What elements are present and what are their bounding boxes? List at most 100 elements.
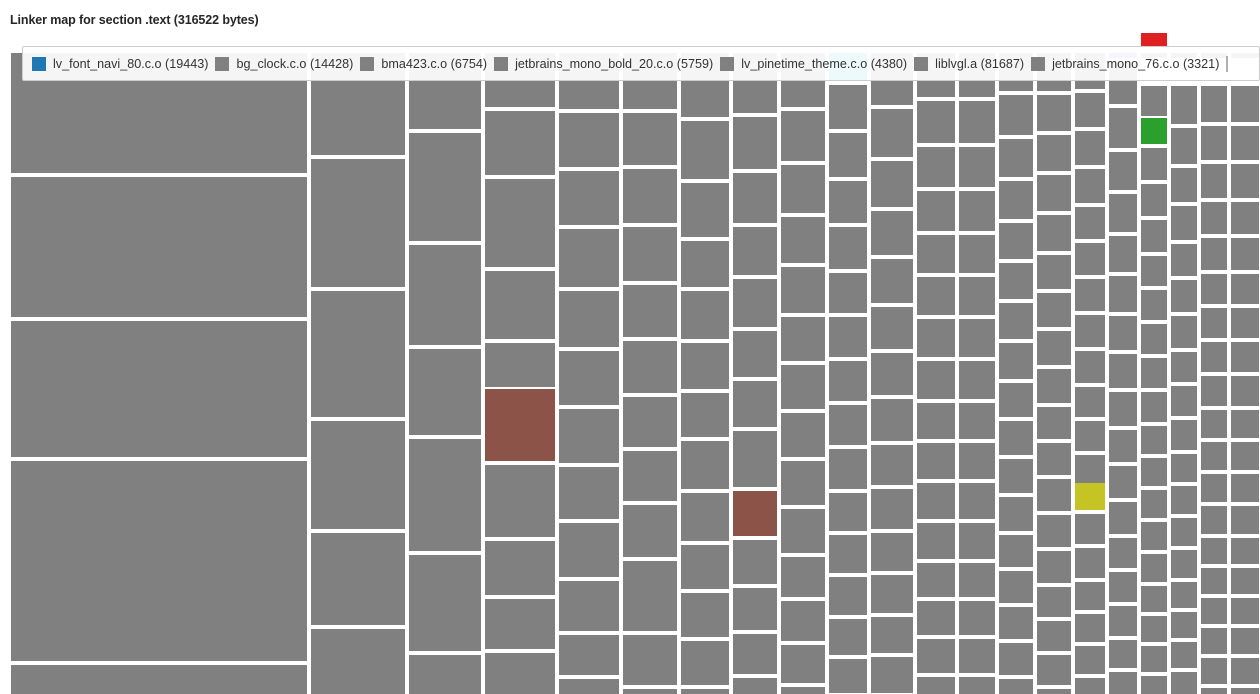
treemap-tile[interactable] (1201, 506, 1227, 534)
treemap-tile[interactable] (1171, 128, 1197, 164)
treemap-tile[interactable] (1171, 352, 1197, 382)
treemap-tile[interactable] (733, 634, 777, 674)
treemap-tile[interactable] (409, 555, 481, 651)
treemap-tile[interactable] (733, 173, 777, 223)
treemap-tile[interactable] (1037, 407, 1071, 439)
treemap-tile[interactable] (1075, 131, 1105, 165)
treemap-tile[interactable] (311, 159, 405, 287)
treemap-tile[interactable] (1141, 490, 1167, 518)
treemap-tile[interactable] (917, 403, 955, 439)
treemap-tile[interactable] (871, 161, 913, 207)
treemap-tile[interactable] (829, 133, 867, 177)
treemap-tile[interactable] (311, 421, 405, 529)
treemap-tile[interactable] (1037, 293, 1071, 327)
treemap-tile[interactable] (1231, 376, 1259, 406)
treemap-tile[interactable] (1075, 279, 1105, 311)
treemap-tile[interactable] (11, 461, 307, 661)
treemap-tile[interactable] (829, 449, 867, 489)
treemap-tile[interactable] (1141, 33, 1167, 47)
treemap-tile[interactable] (1141, 148, 1167, 180)
treemap-tile[interactable] (1231, 164, 1259, 198)
treemap-tile[interactable] (1141, 676, 1167, 694)
treemap-tile[interactable] (1109, 606, 1137, 636)
treemap-tile[interactable] (1141, 458, 1167, 486)
treemap-tile[interactable] (1075, 582, 1105, 610)
treemap-tile[interactable] (1231, 628, 1259, 654)
treemap-tile[interactable] (1075, 514, 1105, 544)
treemap-tile[interactable] (1201, 688, 1227, 694)
treemap-tile[interactable] (999, 679, 1033, 694)
treemap-tile[interactable] (1231, 506, 1259, 534)
treemap-tile[interactable] (959, 483, 995, 519)
treemap-tile[interactable] (871, 489, 913, 529)
treemap-tile[interactable] (1037, 215, 1071, 251)
treemap-tile[interactable] (623, 505, 677, 557)
treemap-tile[interactable] (917, 319, 955, 357)
treemap-tile[interactable] (781, 165, 825, 213)
treemap-tile[interactable] (1201, 274, 1227, 304)
treemap-tile[interactable] (681, 241, 729, 287)
treemap-tile[interactable] (1171, 280, 1197, 312)
treemap-tile[interactable] (1201, 164, 1227, 198)
treemap-tile[interactable] (999, 571, 1033, 603)
treemap-tile[interactable] (1171, 672, 1197, 694)
treemap-tile[interactable] (959, 361, 995, 399)
treemap-tile[interactable] (409, 349, 481, 435)
treemap-tile[interactable] (11, 177, 307, 317)
treemap-tile[interactable] (559, 467, 619, 519)
treemap-tile[interactable] (1109, 354, 1137, 388)
treemap-tile[interactable] (917, 639, 955, 673)
treemap-tile[interactable] (681, 291, 729, 339)
legend-item[interactable]: jetbrains_mono_76.c.o (3321) (1031, 56, 1219, 71)
treemap-tile[interactable] (871, 657, 913, 693)
treemap-tile[interactable] (1141, 256, 1167, 286)
treemap-tile[interactable] (1171, 454, 1197, 482)
treemap-tile[interactable] (623, 561, 677, 631)
treemap-tile[interactable] (1109, 108, 1137, 148)
treemap-tile[interactable] (1037, 689, 1071, 694)
treemap-tile[interactable] (1171, 550, 1197, 578)
treemap-tile[interactable] (917, 677, 955, 694)
treemap-tile[interactable] (1231, 342, 1259, 372)
treemap-tile[interactable] (681, 343, 729, 389)
treemap-tile[interactable] (1201, 568, 1227, 594)
treemap-tile[interactable] (1231, 308, 1259, 338)
treemap-tile[interactable] (999, 643, 1033, 675)
treemap-tile[interactable] (781, 217, 825, 263)
treemap-tile[interactable] (1171, 486, 1197, 514)
treemap-tile[interactable] (959, 319, 995, 357)
treemap-tile[interactable] (311, 291, 405, 417)
treemap-tile[interactable] (871, 399, 913, 441)
treemap-tile[interactable] (485, 653, 555, 694)
treemap-tile[interactable] (917, 361, 955, 399)
treemap-tile[interactable] (959, 639, 995, 673)
treemap-tile[interactable] (733, 279, 777, 327)
treemap-tile[interactable] (1075, 455, 1105, 483)
treemap-tile[interactable] (1201, 342, 1227, 372)
treemap-tile[interactable] (829, 273, 867, 313)
treemap-tile[interactable] (1201, 538, 1227, 564)
treemap-tile[interactable] (781, 267, 825, 313)
treemap-tile[interactable] (1037, 255, 1071, 289)
treemap-tile[interactable] (1231, 688, 1259, 694)
treemap-tile[interactable] (733, 540, 777, 584)
legend-item[interactable]: lv_pinetime_theme.c.o (4380) (720, 56, 907, 71)
treemap-tile[interactable] (559, 679, 619, 694)
treemap-tile[interactable] (1231, 474, 1259, 502)
treemap-tile[interactable] (1037, 655, 1071, 685)
treemap-tile[interactable] (485, 389, 555, 461)
treemap-tile[interactable] (11, 665, 307, 694)
treemap-tile[interactable] (1171, 420, 1197, 450)
treemap-tile[interactable] (917, 601, 955, 635)
treemap-tile[interactable] (1075, 614, 1105, 642)
treemap-tile[interactable] (681, 641, 729, 685)
treemap-tile[interactable] (559, 523, 619, 577)
treemap-tile[interactable] (1109, 194, 1137, 232)
treemap-tile[interactable] (1171, 168, 1197, 202)
treemap-tile[interactable] (1075, 207, 1105, 239)
treemap-tile[interactable] (1201, 376, 1227, 406)
treemap-tile[interactable] (999, 303, 1033, 339)
treemap-tile[interactable] (681, 393, 729, 437)
treemap-tile[interactable] (1141, 522, 1167, 550)
treemap-tile[interactable] (999, 343, 1033, 379)
